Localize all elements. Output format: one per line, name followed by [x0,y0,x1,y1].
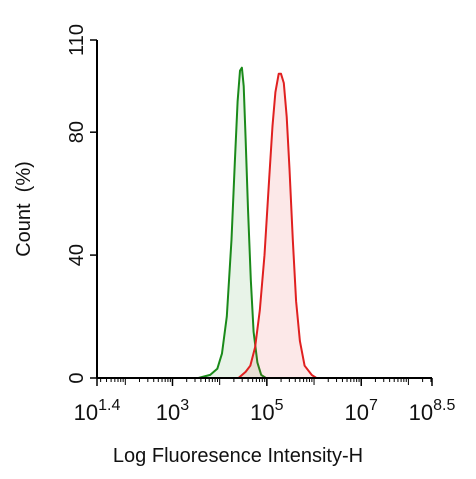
x-tick-label: 105 [250,397,283,425]
y-tick-label: 110 [66,24,88,56]
x-tick-exponent: 8.5 [433,397,455,414]
area-fill [198,67,266,378]
area-fill [238,73,317,379]
x-tick-base: 10 [250,400,274,425]
y-tick-label: 80 [66,121,88,143]
x-tick-exponent: 1.4 [98,397,120,414]
x-tick-label: 101.4 [74,397,121,425]
x-tick-base: 10 [74,400,98,425]
x-tick-label: 103 [156,397,189,425]
x-tick-exponent: 7 [369,397,378,414]
y-axis-label: Count (%) [13,161,35,257]
x-tick-label: 107 [345,397,378,425]
y-tick-label: 0 [66,372,88,383]
series-line [237,72,317,379]
x-tick-label: 108.5 [409,397,456,425]
x-tick-base: 10 [156,400,180,425]
x-tick-base: 10 [409,400,433,425]
x-tick-base: 10 [345,400,369,425]
x-axis-label: Log Fluoresence Intensity-H [113,445,363,467]
x-tick-exponent: 5 [275,397,284,414]
x-tick-exponent: 3 [180,397,189,414]
series-line [198,66,267,379]
y-tick-label: 40 [66,244,88,266]
